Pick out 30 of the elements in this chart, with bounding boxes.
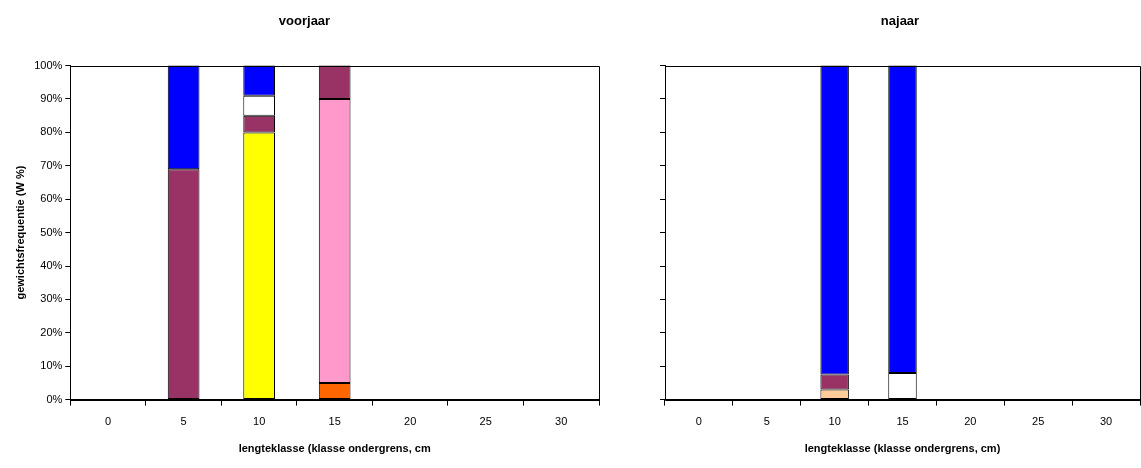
x-tick-label: 20 [964, 415, 977, 428]
x-tick-label: 5 [180, 415, 187, 428]
x-tick-label: 25 [1032, 415, 1045, 428]
y-tick-label: 100% [34, 58, 63, 71]
x-axis-title: lengteklasse (klasse ondergrens, cm) [804, 442, 1001, 455]
y-tick-label: 0% [46, 392, 63, 405]
x-tick-label: 10 [253, 415, 266, 428]
y-tick-label: 70% [40, 158, 63, 171]
y-tick-label: 40% [40, 259, 63, 272]
x-tick-label: 0 [105, 415, 112, 428]
y-tick-label: 80% [40, 125, 63, 138]
x-tick-label: 5 [763, 415, 770, 428]
x-tick-label: 30 [1099, 415, 1113, 428]
y-tick-label: 60% [40, 192, 63, 205]
x-tick-label: 25 [479, 415, 492, 428]
x-tick-label: 15 [896, 415, 909, 428]
x-tick-label: 20 [404, 415, 417, 428]
x-tick-label: 0 [695, 415, 702, 428]
y-tick-label: 30% [40, 292, 63, 305]
x-tick-label: 30 [555, 415, 568, 428]
chart-title: najaar [880, 13, 920, 29]
y-axis-title: gewichtsfrequentie (W %) [13, 165, 26, 300]
x-axis-title: lengteklasse (klasse ondergrens, cm [238, 442, 431, 455]
chart-title: voorjaar [278, 13, 331, 29]
x-tick-label: 10 [828, 415, 841, 428]
y-tick-label: 20% [40, 325, 63, 338]
y-tick-label: 90% [40, 92, 63, 105]
y-tick-label: 10% [40, 359, 63, 372]
y-tick-label: 50% [40, 225, 63, 238]
x-tick-label: 15 [328, 415, 341, 428]
